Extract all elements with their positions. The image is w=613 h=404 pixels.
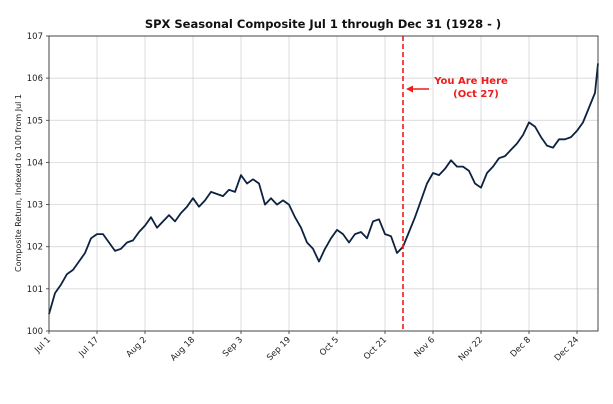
x-tick-label: Oct 21 (362, 335, 389, 362)
grid-lines (48, 35, 598, 332)
y-tick-label: 103 (27, 201, 43, 211)
x-tick-label: Jul 17 (77, 335, 102, 360)
x-axis-ticks: Jul 1 Jul 17 Aug 2 Aug 18 Sep 3 Sep 19 Oct 5 Oc… (32, 331, 581, 363)
x-tick-label: Jul 1 (32, 335, 53, 356)
annotation-arrow-head (406, 85, 413, 93)
x-tick-label: Oct 5 (318, 335, 341, 358)
x-tick-label: Nov 22 (457, 335, 485, 363)
chart-title: SPX Seasonal Composite Jul 1 through Dec… (145, 17, 501, 31)
x-tick-label: Nov 6 (413, 335, 438, 360)
annotation-line-2: (Oct 27) (453, 89, 499, 100)
x-tick-label: Dec 8 (509, 335, 533, 359)
y-axis-ticks: 100 101 102 103 104 105 106 107 (27, 32, 49, 337)
x-tick-label: Dec 24 (553, 335, 581, 363)
y-tick-label: 107 (27, 32, 43, 42)
y-tick-label: 101 (27, 285, 43, 295)
x-tick-label: Aug 2 (125, 335, 150, 360)
y-tick-label: 106 (27, 74, 43, 84)
plot-frame (48, 35, 599, 332)
y-tick-label: 102 (27, 243, 43, 253)
series-group (48, 63, 599, 315)
series-line (48, 63, 599, 315)
x-tick-label: Sep 19 (265, 335, 293, 363)
x-tick-label: Aug 18 (169, 335, 197, 363)
y-tick-label: 105 (27, 116, 43, 126)
y-tick-label: 100 (27, 327, 43, 337)
y-tick-label: 104 (27, 158, 43, 168)
x-tick-label: Sep 3 (221, 335, 245, 359)
y-axis-label: Composite Return, Indexed to 100 from Ju… (14, 94, 23, 272)
annotation-line-1: You Are Here (433, 76, 508, 87)
marker-group: You Are Here (Oct 27) (402, 36, 508, 331)
